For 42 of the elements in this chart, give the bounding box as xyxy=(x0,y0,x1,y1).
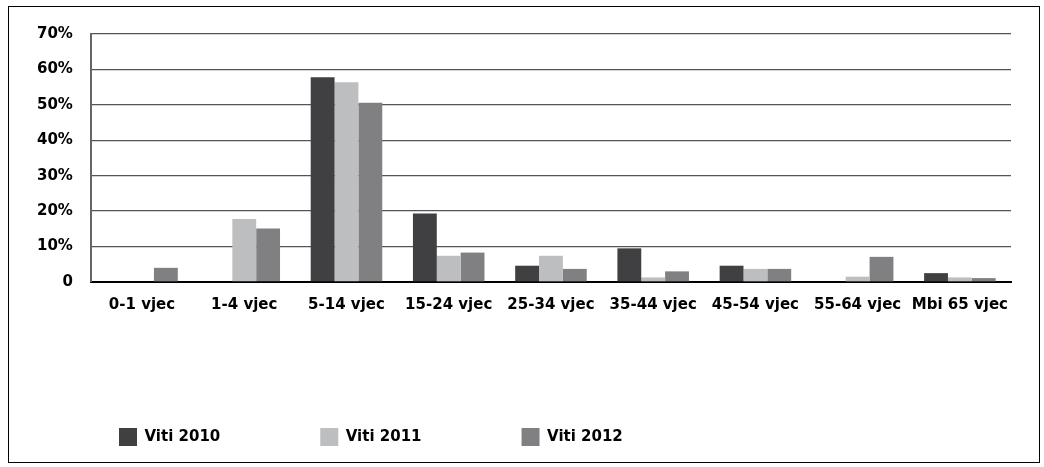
bar xyxy=(310,77,335,282)
bar xyxy=(719,265,744,282)
bar xyxy=(412,213,437,282)
bar xyxy=(971,278,996,282)
bar xyxy=(617,248,642,282)
bar xyxy=(153,267,178,282)
bar xyxy=(358,102,383,282)
x-tick-label: 25-34 vjec xyxy=(507,294,595,313)
y-tick-label: 40% xyxy=(37,130,73,149)
x-tick-label: 1-4 vjec xyxy=(211,294,278,313)
bar xyxy=(947,277,972,282)
bar xyxy=(767,268,792,282)
x-tick-label: 15-24 vjec xyxy=(405,294,493,313)
y-tick-label: 20% xyxy=(37,201,73,220)
y-tick-label: 50% xyxy=(37,94,73,113)
y-tick-label: 70% xyxy=(37,23,73,42)
y-tick-label: 30% xyxy=(37,165,73,184)
bar xyxy=(539,255,563,282)
y-tick-label: 10% xyxy=(37,236,73,255)
bar xyxy=(562,268,587,282)
x-tick-label: 55-64 vjec xyxy=(814,294,902,313)
x-tick-label: 35-44 vjec xyxy=(609,294,697,313)
bar xyxy=(869,256,894,282)
bar xyxy=(256,228,281,282)
x-tick-label: Mbi 65 vjec xyxy=(911,294,1008,313)
legend-label: Viti 2010 xyxy=(144,426,221,445)
x-tick-label: 45-54 vjec xyxy=(711,294,800,313)
bar xyxy=(515,265,540,282)
bar xyxy=(665,271,689,282)
bar xyxy=(232,218,257,282)
bar xyxy=(641,277,666,282)
bar xyxy=(460,252,485,282)
legend-label: Viti 2012 xyxy=(547,426,623,445)
bar xyxy=(743,268,768,282)
y-tick-label: 0 xyxy=(62,271,73,290)
x-tick-label: 5-14 vjec xyxy=(308,294,385,313)
x-tick-label: 0-1 vjec xyxy=(108,294,176,313)
bar xyxy=(436,255,461,282)
bar xyxy=(924,273,948,282)
y-tick-label: 60% xyxy=(37,59,73,78)
legend-label: Viti 2011 xyxy=(345,426,422,445)
bar xyxy=(334,82,359,282)
